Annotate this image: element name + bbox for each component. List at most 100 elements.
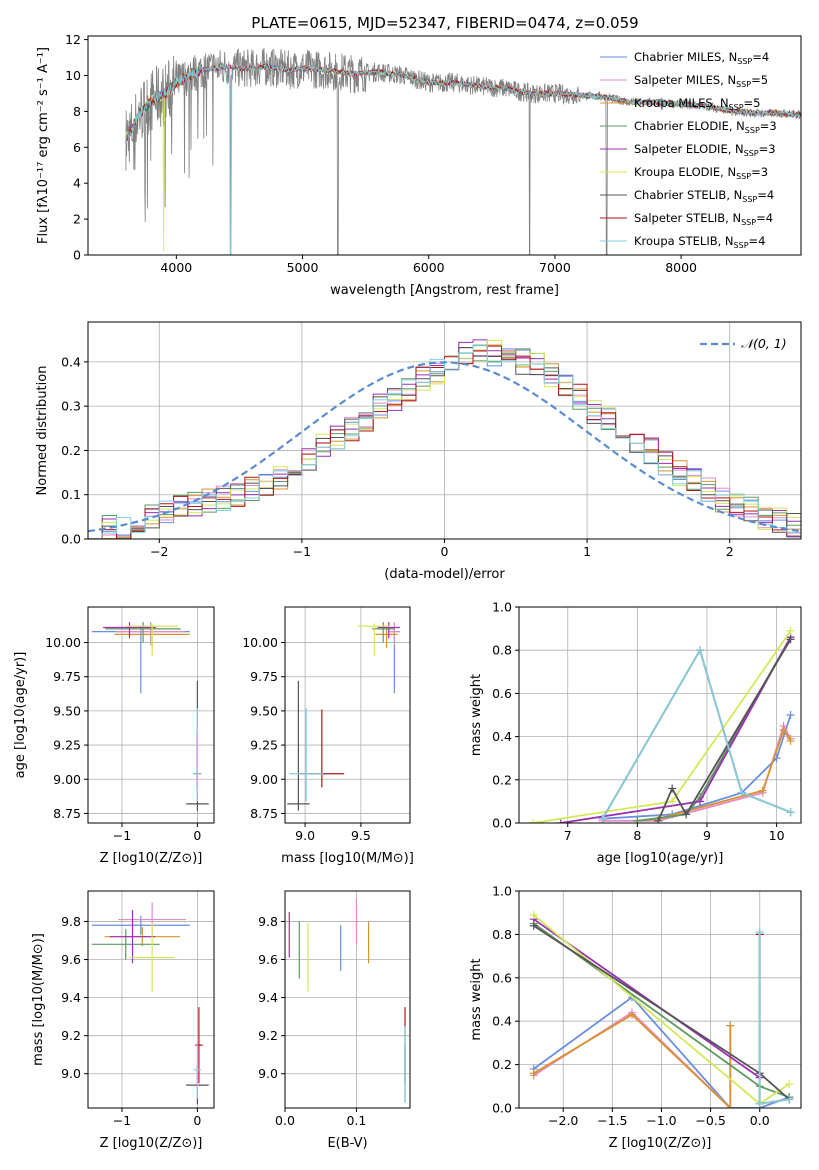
y-tick-label: 9.50 [53, 703, 81, 718]
x-tick-label: 7000 [539, 260, 571, 275]
x-tick-label: 1 [583, 544, 591, 559]
y-tick-label: 8 [73, 104, 81, 119]
y-tick-label: 0.3 [61, 399, 81, 414]
x-tick-label: 0 [441, 544, 449, 559]
y-tick-label: 0.2 [492, 772, 512, 787]
axes-frame [284, 606, 411, 824]
errorbar-point [377, 622, 400, 639]
plus-marker [785, 1095, 794, 1104]
plus-marker [696, 646, 705, 655]
x-tick-label: 8000 [665, 260, 697, 275]
y-tick-label: 9.8 [258, 914, 278, 929]
x-axis-label: age [log10(age/yr)] [597, 851, 724, 866]
plot-area [287, 622, 400, 811]
plus-marker [785, 1080, 794, 1089]
plus-marker [528, 819, 537, 823]
y-tick-label: 10.00 [242, 635, 278, 650]
errorbar-point [103, 622, 156, 639]
x-tick-label: 9.0 [295, 828, 315, 843]
errorbar-point [375, 627, 398, 649]
plus-marker [556, 819, 565, 823]
plus-marker [786, 711, 795, 719]
plus-marker [529, 910, 538, 919]
plot-area [288, 898, 406, 1103]
x-axis-label: E(B-V) [327, 1136, 367, 1151]
errorbar-point [105, 622, 181, 643]
y-tick-label: 0 [73, 248, 81, 263]
x-tick-label: 4000 [160, 260, 192, 275]
x-tick-label: −1.5 [597, 1113, 627, 1128]
plus-marker [696, 797, 705, 806]
legend-label: Chabrier STELIB, NSSP=4 [634, 188, 774, 204]
y-axis-label: age [log10(age/yr)] [13, 652, 28, 779]
y-tick-label: 9.75 [53, 669, 81, 684]
plus-marker [668, 797, 677, 806]
plus-marker [786, 626, 795, 635]
axes-frame [284, 890, 411, 1109]
y-tick-label: 0.8 [492, 927, 512, 942]
plus-marker [633, 816, 642, 823]
mass-weight-line [657, 638, 792, 822]
x-tick-label: 0.0 [750, 1113, 770, 1128]
plus-marker [786, 635, 795, 644]
x-tick-label: −0.5 [695, 1113, 725, 1128]
panel-1: 4000 5000 6000 7000 8000 0 2 4 6 8 10 12 wavelength … [36, 32, 802, 298]
y-tick-label: 9.2 [258, 1028, 278, 1043]
x-tick-label: 7 [564, 828, 572, 843]
x-tick-label: 5000 [287, 260, 319, 275]
y-tick-label: 9.2 [61, 1028, 81, 1043]
y-tick-label: 2 [73, 212, 81, 227]
y-tick-label: 9.0 [61, 1066, 81, 1081]
y-tick-label: 9.8 [61, 914, 81, 929]
x-tick-label: −2.0 [548, 1113, 578, 1128]
plus-marker [758, 786, 767, 795]
legend-label: Salpeter MILES, NSSP=5 [634, 73, 768, 89]
plus-marker [786, 736, 795, 745]
plot-area [125, 47, 801, 255]
panel-7: 0.0 0.1 9.0 9.2 9.4 9.6 9.8 E(B-V) [258, 890, 411, 1151]
errorbar-point [91, 626, 190, 694]
errorbar-point [129, 923, 175, 992]
y-tick-label: 9.0 [258, 1066, 278, 1081]
x-tick-label: −1 [113, 828, 131, 843]
y-axis-label: mass weight [469, 674, 484, 756]
errorbar-point [287, 680, 310, 811]
plot-area [88, 339, 801, 539]
y-tick-label: 1.0 [492, 884, 512, 899]
y-tick-label: 0.0 [492, 1101, 512, 1116]
legend-label: Kroupa ELODIE, NSSP=3 [634, 165, 768, 181]
x-tick-label: 0.0 [275, 1113, 295, 1128]
y-tick-label: 9.6 [61, 952, 81, 967]
errorbar-point [388, 622, 400, 646]
plus-marker [755, 1099, 764, 1108]
axes-frame [87, 35, 802, 256]
x-tick-label: −1 [113, 1113, 131, 1128]
mass-weight-line [533, 1013, 732, 1108]
x-tick-label: 10 [769, 828, 785, 843]
errorbar-point [91, 915, 190, 935]
errorbar-point [116, 622, 185, 646]
plus-marker [726, 1104, 735, 1108]
x-axis-label: Z [log10(Z/Z⊙)] [100, 1136, 203, 1151]
normal-curve [88, 361, 801, 533]
y-tick-label: 9.6 [258, 952, 278, 967]
plus-marker [654, 816, 663, 823]
y-tick-label: 8.75 [53, 806, 81, 821]
plus-marker [755, 928, 764, 937]
x-tick-label: −2 [150, 544, 168, 559]
y-axis-label: Flux [fλ10⁻¹⁷ erg cm⁻² s⁻¹ A⁻¹] [36, 47, 51, 244]
y-axis-label: mass [log10(M/M⊙)] [31, 933, 46, 1066]
model-spectrum-line [125, 63, 801, 255]
y-axis-label: mass weight [469, 958, 484, 1040]
x-tick-label: 8 [633, 828, 641, 843]
legend-label: 𝒩(0, 1) [741, 336, 787, 351]
errorbar-point [289, 708, 323, 802]
x-tick-label: 0.1 [346, 1113, 366, 1128]
mass-weight-line [637, 636, 792, 822]
errorbar-point [193, 708, 202, 802]
errorbar-point [357, 623, 392, 657]
y-tick-label: 0.4 [61, 354, 81, 369]
y-tick-label: 0.1 [61, 487, 81, 502]
y-tick-label: 10 [65, 68, 81, 83]
